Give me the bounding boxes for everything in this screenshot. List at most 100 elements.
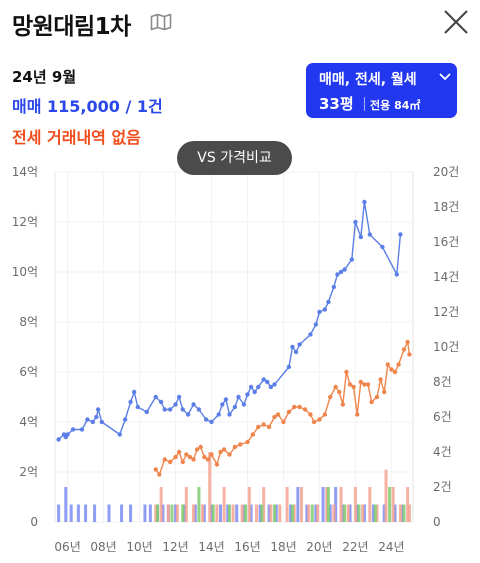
volume-bar-wolse — [402, 504, 406, 522]
volume-bar-jeonse — [154, 504, 158, 522]
data-point-trade — [286, 364, 292, 370]
data-point-trade — [122, 417, 128, 422]
volume-bar-wolse — [290, 504, 294, 522]
data-point-jeonse — [362, 382, 367, 387]
data-point-jeonse — [153, 467, 158, 472]
data-point-jeonse — [218, 449, 223, 455]
volume-bar-jeonse — [361, 504, 365, 522]
volume-bar-wolse — [197, 487, 201, 522]
y-left-tick-label: 0 — [30, 515, 38, 529]
volume-bar-trade — [161, 504, 165, 522]
type-area-selector[interactable]: 매매, 전세, 월세 33평 전용 84㎡ — [306, 63, 457, 118]
y-right-tick-label: 6건 — [433, 410, 452, 424]
vs-compare-button[interactable]: VS 가격비교 — [177, 141, 292, 175]
volume-bar-wolse — [260, 504, 264, 522]
x-tick-label: 18년 — [270, 540, 296, 554]
data-point-jeonse — [176, 449, 182, 455]
data-point-jeonse — [333, 384, 338, 390]
data-point-jeonse — [382, 389, 387, 395]
data-point-jeonse — [358, 379, 364, 385]
volume-bar-jeonse — [192, 504, 196, 522]
plot-area — [54, 171, 414, 523]
data-point-trade — [398, 232, 403, 237]
volume-bar-trade — [193, 504, 197, 522]
x-tick-label: 14년 — [198, 540, 224, 554]
data-point-jeonse — [286, 409, 292, 415]
area-label: 전용 84㎡ — [370, 99, 421, 112]
data-point-trade — [241, 402, 247, 407]
volume-bar-jeonse — [254, 504, 258, 522]
data-point-trade — [322, 307, 328, 312]
data-point-trade — [220, 402, 225, 407]
data-point-trade — [265, 379, 270, 385]
volume-bar-jeonse — [391, 487, 395, 522]
volume-bar-wolse — [181, 504, 185, 522]
data-point-trade — [272, 382, 277, 387]
data-point-jeonse — [405, 339, 410, 345]
volume-bar-trade — [321, 487, 325, 522]
data-point-trade — [196, 407, 202, 412]
data-point-jeonse — [250, 432, 256, 437]
data-point-jeonse — [374, 394, 380, 400]
volume-bar-trade — [382, 504, 386, 522]
volume-bar-trade — [348, 504, 352, 522]
x-tick-label: 10년 — [126, 540, 152, 554]
data-point-trade — [236, 394, 241, 400]
x-tick-label: 16년 — [234, 540, 260, 554]
data-point-jeonse — [292, 404, 297, 410]
grid — [55, 171, 413, 523]
volume-bar-trade — [274, 504, 278, 522]
data-point-trade — [85, 417, 90, 422]
y-right-tick-label: 4건 — [433, 445, 452, 459]
map-icon[interactable] — [150, 13, 172, 31]
data-point-trade — [185, 412, 191, 417]
data-point-jeonse — [340, 402, 346, 407]
volume-bar-trade — [305, 504, 309, 522]
volume-bar-wolse — [272, 504, 276, 522]
volume-bar-trade — [210, 504, 214, 522]
volume-bar-trade — [64, 487, 68, 522]
data-point-trade — [268, 384, 274, 390]
data-point-trade — [90, 419, 95, 425]
volume-bar-trade — [148, 504, 152, 522]
data-point-jeonse — [180, 459, 185, 465]
y-right-tick-label: 12건 — [433, 305, 459, 319]
volume-bar-trade — [400, 504, 404, 522]
volume-bar-trade — [296, 487, 300, 522]
data-point-trade — [99, 419, 104, 425]
page-title: 망원대림1차 — [12, 14, 131, 40]
y-right-tick-label: 8건 — [433, 375, 452, 389]
close-icon[interactable] — [443, 9, 469, 35]
volume-bar-jeonse — [353, 487, 357, 522]
data-point-trade — [342, 267, 347, 272]
x-tick-label: 24년 — [378, 540, 404, 554]
data-point-trade — [135, 404, 140, 410]
volume-bar-trade — [355, 504, 359, 522]
volume-bars — [57, 452, 411, 522]
data-point-jeonse — [281, 419, 286, 425]
volume-bar-jeonse — [184, 487, 188, 522]
y-left-tick-label: 8억 — [19, 315, 38, 329]
data-point-trade — [331, 284, 337, 290]
data-point-jeonse — [187, 454, 193, 460]
data-point-trade — [353, 219, 358, 225]
data-point-jeonse — [337, 389, 342, 395]
volume-bar-wolse — [388, 487, 392, 522]
data-point-trade — [326, 299, 331, 305]
volume-bar-jeonse — [222, 487, 226, 522]
data-point-trade — [79, 427, 85, 432]
volume-bar-jeonse — [285, 487, 289, 522]
volume-bar-trade — [334, 487, 338, 522]
divider — [364, 97, 365, 111]
data-point-trade — [290, 344, 295, 350]
data-point-jeonse — [173, 454, 178, 460]
data-point-trade — [317, 309, 322, 315]
volume-bar-trade — [226, 504, 230, 522]
volume-bar-jeonse — [208, 452, 212, 522]
data-point-jeonse — [351, 384, 356, 390]
data-point-jeonse — [317, 417, 322, 422]
data-point-jeonse — [344, 369, 349, 375]
chevron-down-icon — [439, 73, 451, 81]
data-point-trade — [362, 199, 367, 205]
x-tick-label: 20년 — [306, 540, 332, 554]
